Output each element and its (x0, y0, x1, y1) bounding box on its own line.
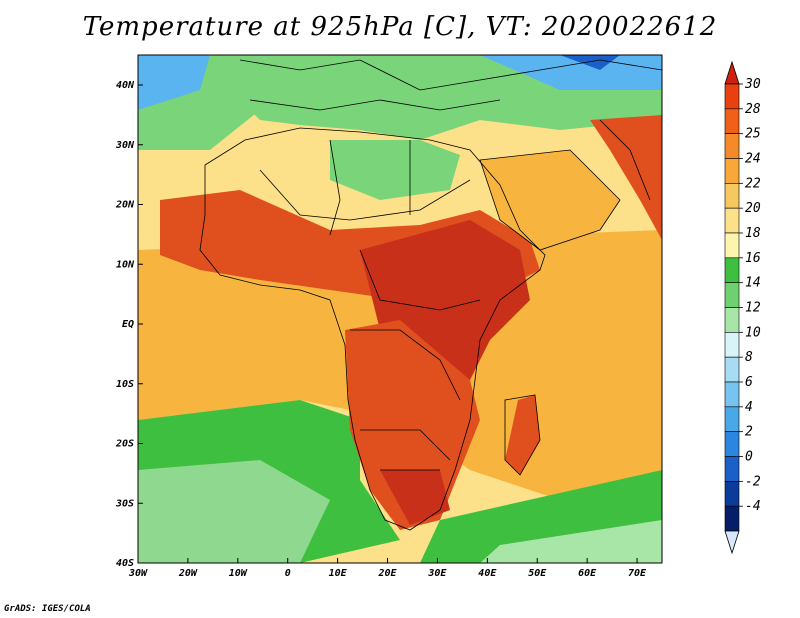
y-axis: 40N 30N 20N 10N EQ 10S 20S 30S 40S (115, 80, 143, 569)
colorbar-label: 14 (745, 276, 761, 291)
colorbar-top-arrow (724, 60, 740, 85)
colorbar-swatch (724, 332, 740, 358)
colorbar-label: 28 (745, 102, 761, 117)
y-tick-label: 20S (115, 439, 134, 450)
y-tick-label: 10S (116, 379, 134, 390)
x-tick-label: 50E (528, 568, 547, 579)
colorbar-swatch (724, 108, 740, 134)
y-tick-label: 40S (116, 558, 134, 569)
colorbar-swatch (724, 381, 740, 408)
map-frame (137, 54, 663, 564)
x-tick-label: 40E (478, 568, 497, 579)
x-tick-label: 30E (427, 568, 447, 579)
colorbar-label: -2 (745, 474, 761, 489)
colorbar-label: 4 (745, 400, 753, 415)
north-atlantic-cold (138, 55, 210, 110)
eurasia-cool (480, 55, 662, 90)
y-tick-label: 30S (115, 498, 134, 509)
south-atlantic-cold (138, 460, 330, 563)
colorbar-swatch (724, 183, 740, 209)
y-tick-label: 40N (116, 80, 135, 91)
colorbar-label: 2 (745, 425, 753, 440)
colorbar-swatch (724, 257, 740, 283)
colorbar-swatch (724, 505, 740, 532)
y-tick-label: EQ (122, 319, 134, 330)
temperature-field (138, 55, 662, 563)
colorbar-label: 10 (745, 325, 761, 340)
colorbar-label: 6 (745, 375, 753, 390)
colorbar-swatch (724, 456, 740, 482)
colorbar-swatch (724, 307, 740, 333)
country-borders (199, 59, 662, 531)
colorbar-label: 12 (745, 301, 761, 316)
x-tick-label: 20W (178, 568, 198, 579)
arabian-peninsula (480, 150, 620, 250)
colorbar-swatch (724, 83, 740, 110)
colorbar-bottom-arrow (724, 530, 740, 555)
x-tick-label: 10W (229, 568, 248, 579)
y-tick-label: 10N (116, 259, 135, 270)
colorbar-swatch (724, 282, 740, 308)
india-hot (590, 115, 662, 240)
x-tick-label: 0 (285, 568, 291, 579)
colorbar-swatch (724, 356, 740, 383)
colorbar-swatch (724, 406, 740, 432)
kalahari-hottest (380, 470, 450, 525)
x-tick-label: 60E (578, 568, 597, 579)
caucasus-cold (560, 55, 620, 70)
colorbar-swatch (724, 431, 740, 457)
colorbar-label: 8 (745, 350, 753, 365)
x-tick-label: 20E (377, 568, 397, 579)
colorbar-swatch (724, 232, 740, 259)
colorbar-label: -4 (745, 499, 761, 514)
x-tick-label: 30W (128, 568, 148, 579)
south-indian-cold (480, 520, 662, 563)
x-tick-label: 10E (329, 568, 348, 579)
map-title: Temperature at 925hPa [C], VT: 202002261… (82, 12, 718, 42)
y-tick-label: 20N (115, 200, 135, 211)
colorbar-label: 16 (745, 251, 761, 266)
colorbar-swatch (724, 133, 740, 159)
x-axis: 30W 20W 10W 0 10E 20E 30E 40E 50E 60E 70E (128, 558, 647, 579)
colorbar-label: 25 (745, 127, 761, 142)
colorbar-label: 22 (745, 176, 761, 191)
colorbar-label: 20 (745, 201, 761, 216)
colorbar-swatch (724, 481, 740, 507)
colorbar-label: 30 (744, 77, 761, 92)
colorbar-label: 0 (745, 450, 753, 465)
sahara-cool-pocket (330, 140, 460, 200)
colorbar-swatch (724, 158, 740, 184)
x-tick-label: 70E (628, 568, 647, 579)
y-tick-label: 30N (115, 140, 135, 151)
colorbar-label: 24 (745, 152, 761, 167)
colorbar-label: 18 (745, 226, 761, 241)
credit-label: GrADS: IGES/COLA (4, 604, 91, 614)
colorbar-swatch (724, 207, 740, 234)
